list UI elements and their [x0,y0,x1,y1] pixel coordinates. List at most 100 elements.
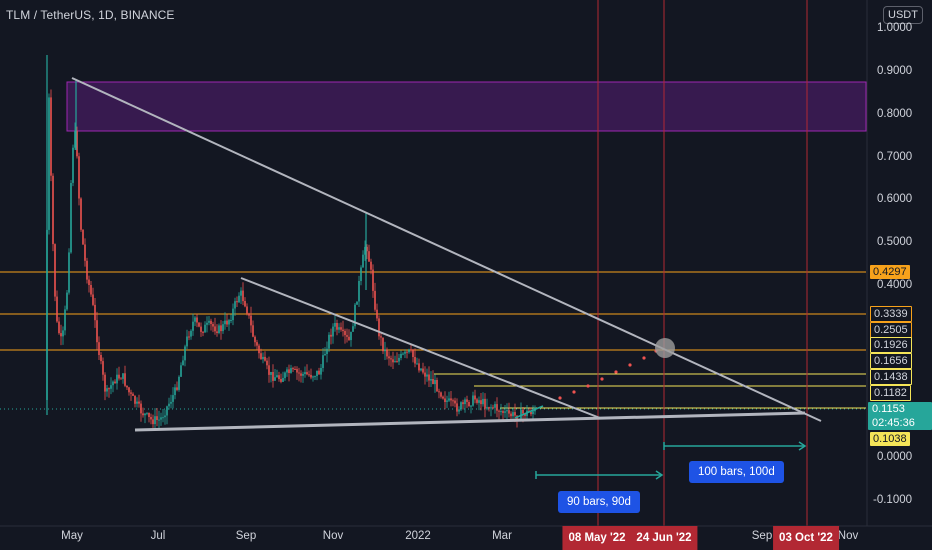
level-tag-0.1038[interactable]: 0.1038 [870,432,910,446]
bar-range-arrow-100[interactable] [663,441,807,451]
y-tick: 0.7000 [877,151,913,163]
candle-body [112,381,114,386]
candle-body [298,372,300,374]
supply-zone-rectangle[interactable] [66,81,867,132]
candle-body [470,405,472,407]
candle-body [82,229,84,245]
date-flag-24-jun[interactable]: 24 Jun '22 [630,526,698,550]
candle-body [158,419,160,421]
candle-body [268,365,270,375]
candle-body [98,342,100,355]
candle-body [132,393,134,396]
current-price-tag[interactable]: 0.1153 02:45:36 [868,402,932,430]
bar-range-arrow-90[interactable] [535,470,664,480]
candle-body [490,407,492,409]
level-tag-0.3339[interactable]: 0.3339 [870,306,912,322]
candle-body [292,368,294,370]
candle-body [140,403,142,414]
x-tick: Nov [837,530,859,542]
candle-body [242,290,244,302]
candle-body [372,269,374,291]
candle-body [328,334,330,349]
candle-body [222,324,224,332]
candle-body [434,380,436,385]
candle-body [436,380,438,392]
candle-body [364,246,366,255]
candle-body [166,406,168,416]
candle-body [376,309,378,319]
candle-body [202,331,204,333]
candle-body [284,372,286,379]
y-tick: 0.9000 [877,65,913,77]
candle-body [508,410,510,414]
candle-body [498,410,500,412]
bar-range-label-90[interactable]: 90 bars, 90d [558,491,640,513]
candle-body [478,400,480,403]
candle-body [206,322,208,325]
candle-body [176,387,178,390]
level-tag-0.1182[interactable]: 0.1182 [870,385,911,401]
candle-body [458,409,460,412]
level-tag-0.1656[interactable]: 0.1656 [870,353,912,369]
candle-body [260,353,262,360]
candle-body [170,401,172,404]
candle-body [396,361,398,363]
y-tick: 0.6000 [877,193,913,205]
candle-body [286,369,288,373]
candle-body [236,301,238,303]
bar-range-label-100[interactable]: 100 bars, 100d [689,461,784,483]
date-flag-03-oct[interactable]: 03 Oct '22 [773,526,839,550]
candle-body [378,318,380,337]
candle-body [84,244,86,261]
candle-body [432,379,434,385]
candle-body [66,292,68,310]
currency-button[interactable]: USDT [883,6,923,24]
candle-body [468,402,470,406]
candle-body [64,309,66,331]
candle-body [240,290,242,296]
candle-body [148,412,150,417]
level-tag-0.2505[interactable]: 0.2505 [870,322,912,338]
candle-body [354,304,356,327]
candle-body [144,413,146,416]
level-tag-0.1438[interactable]: 0.1438 [870,369,912,385]
candle-body [510,413,512,417]
candle-body [198,322,200,327]
candle-body [484,398,486,409]
candle-body [48,97,50,230]
candle-body [464,399,466,405]
trendline-lower-descending[interactable] [240,277,601,419]
candle-body [532,411,534,415]
target-circle[interactable] [655,338,675,358]
candle-body [266,360,268,366]
candle-body [340,327,342,330]
candle-body [244,301,246,307]
level-tag-0.4297[interactable]: 0.4297 [870,265,910,279]
trendline-upper-descending[interactable] [71,77,822,422]
candle-body [164,415,166,418]
candle-body [472,395,474,406]
candle-body [302,373,304,376]
candle-body [184,346,186,361]
candle-body [278,375,280,379]
candle-body [232,308,234,321]
date-flag-08-may[interactable]: 08 May '22 [562,526,632,550]
candle-body [128,387,130,393]
trendline-small-rising[interactable] [514,405,544,419]
level-tag-0.1926[interactable]: 0.1926 [870,337,912,353]
trendline-support-ascending[interactable] [134,411,806,432]
candle-body [312,376,314,378]
x-tick: Sep [235,530,257,542]
candle-body [342,329,344,331]
x-tick: Jul [150,530,166,542]
chart-title[interactable]: TLM / TetherUS, 1D, BINANCE [6,8,175,22]
candle-body [332,326,334,337]
candle-body [350,331,352,341]
candle-body [394,361,396,363]
candle-body [502,411,504,413]
candle-body [182,360,184,366]
candle-body [250,315,252,326]
candle-body [134,395,136,404]
